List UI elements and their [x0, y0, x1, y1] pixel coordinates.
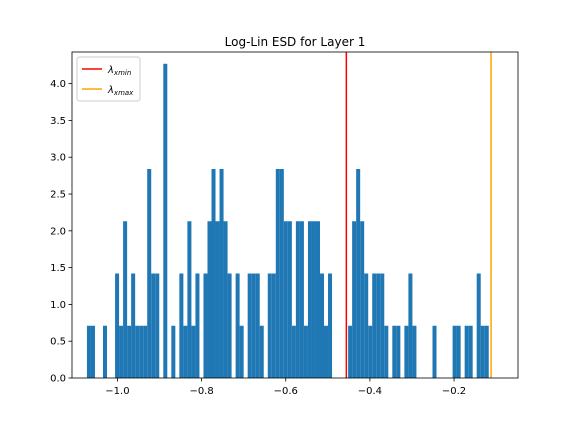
histogram-bar-41 — [251, 273, 256, 378]
histogram-bar-4 — [103, 325, 108, 378]
bars-group — [86, 63, 489, 379]
legend: λxmin λxmax — [76, 56, 141, 102]
plot-frame — [71, 51, 519, 379]
histogram-bar-47 — [275, 169, 280, 378]
y-tick-label: 2.0 — [50, 226, 66, 237]
histogram-bar-15 — [147, 169, 152, 378]
histogram-bar-50 — [287, 221, 292, 378]
axes-group: −1.0 −0.8 −0.6 −0.4 −0.2 0.0 0.5 1.0 1.5 2.0 2.5 3.… — [50, 51, 519, 397]
histogram-bar-54 — [303, 325, 308, 378]
histogram-bar-43 — [259, 325, 264, 378]
histogram-bar-35 — [227, 273, 232, 378]
histogram-bar-91 — [452, 325, 457, 378]
histogram-bar-32 — [215, 221, 220, 378]
histogram-bar-94 — [464, 325, 469, 378]
histogram-bar-69 — [364, 273, 369, 378]
legend-box — [76, 56, 141, 102]
histogram-bar-98 — [480, 325, 485, 378]
histogram-bar-30 — [207, 221, 212, 378]
histogram-bar-51 — [291, 325, 296, 378]
histogram-bar-12 — [135, 325, 140, 378]
histogram-bar-71 — [372, 273, 377, 378]
x-tick-label: −0.8 — [189, 386, 213, 397]
histogram-bar-95 — [468, 325, 473, 378]
histogram-bar-66 — [352, 221, 357, 378]
histogram-bar-40 — [247, 273, 252, 378]
chart-title: Log-Lin ESD for Layer 1 — [225, 35, 366, 49]
histogram-bar-77 — [396, 325, 401, 378]
histogram-bar-92 — [456, 325, 461, 378]
histogram-bar-1 — [90, 325, 95, 378]
y-tick-label: 3.0 — [50, 153, 66, 164]
histogram-bar-86 — [432, 325, 437, 378]
histogram-bar-59 — [324, 325, 329, 378]
histogram-bar-81 — [412, 325, 417, 378]
histogram-bar-60 — [328, 273, 333, 378]
histogram-bar-49 — [283, 221, 288, 378]
histogram-bar-74 — [384, 325, 389, 378]
histogram-bar-45 — [267, 273, 272, 378]
histogram-bar-65 — [348, 325, 353, 378]
y-tick-label: 1.5 — [50, 263, 66, 274]
y-tick-label: 2.5 — [50, 190, 66, 201]
histogram-bar-58 — [319, 273, 325, 378]
histogram-bar-55 — [307, 221, 312, 378]
histogram-bar-56 — [311, 221, 316, 378]
histogram-bar-70 — [368, 325, 373, 378]
histogram-bar-13 — [139, 325, 144, 378]
legend-label-xmin: λxmin — [107, 65, 131, 77]
y-tick-label: 3.5 — [50, 116, 66, 127]
histogram-bar-80 — [408, 273, 413, 378]
histogram-bar-14 — [143, 325, 148, 378]
histogram-bar-73 — [380, 273, 385, 378]
y-tick-label: 0.0 — [50, 374, 66, 385]
histogram-bar-34 — [223, 221, 228, 378]
y-tick-label: 1.0 — [50, 300, 66, 311]
x-tick-label: −0.2 — [442, 386, 466, 397]
legend-label-xmax: λxmax — [107, 85, 134, 97]
x-tick-label: −1.0 — [105, 386, 129, 397]
histogram-bar-11 — [131, 273, 136, 378]
histogram-bar-48 — [279, 169, 284, 378]
histogram-bar-23 — [179, 273, 184, 378]
histogram-bar-25 — [187, 221, 192, 378]
x-tick-label: −0.6 — [274, 386, 298, 397]
x-tick-label: −0.4 — [358, 386, 382, 397]
histogram-bar-57 — [315, 221, 320, 378]
histogram-bar-9 — [123, 221, 128, 378]
histogram-bar-10 — [127, 325, 132, 378]
histogram-bar-7 — [115, 273, 120, 378]
histogram-bar-53 — [299, 221, 304, 378]
vlines-group — [345, 52, 492, 378]
histogram-bar-42 — [255, 273, 260, 378]
y-tick-label: 0.5 — [50, 337, 66, 348]
histogram-bar-21 — [171, 325, 176, 378]
histogram-bar-97 — [476, 273, 481, 378]
histogram-bar-33 — [219, 169, 224, 378]
histogram-bar-99 — [484, 325, 489, 378]
histogram-bar-16 — [151, 273, 156, 378]
y-tick-label: 4.0 — [50, 79, 66, 90]
histogram-bar-31 — [211, 169, 216, 378]
histogram-bar-37 — [235, 273, 240, 378]
histogram-bar-17 — [155, 273, 160, 378]
histogram-bar-26 — [191, 325, 196, 378]
histogram-bar-19 — [163, 63, 168, 379]
histogram-bar-67 — [356, 169, 361, 378]
histogram-bar-24 — [183, 325, 188, 378]
histogram-bar-8 — [119, 325, 124, 378]
histogram-bar-52 — [295, 221, 300, 378]
histogram-bar-27 — [195, 273, 200, 378]
histogram-bar-76 — [392, 325, 397, 378]
histogram-bar-38 — [239, 325, 244, 378]
histogram-bar-46 — [271, 273, 276, 378]
histogram-bar-0 — [86, 325, 91, 378]
histogram-bar-68 — [360, 221, 365, 378]
histogram-bar-79 — [404, 325, 409, 378]
histogram-bar-29 — [203, 273, 208, 378]
histogram-bar-72 — [376, 273, 381, 378]
